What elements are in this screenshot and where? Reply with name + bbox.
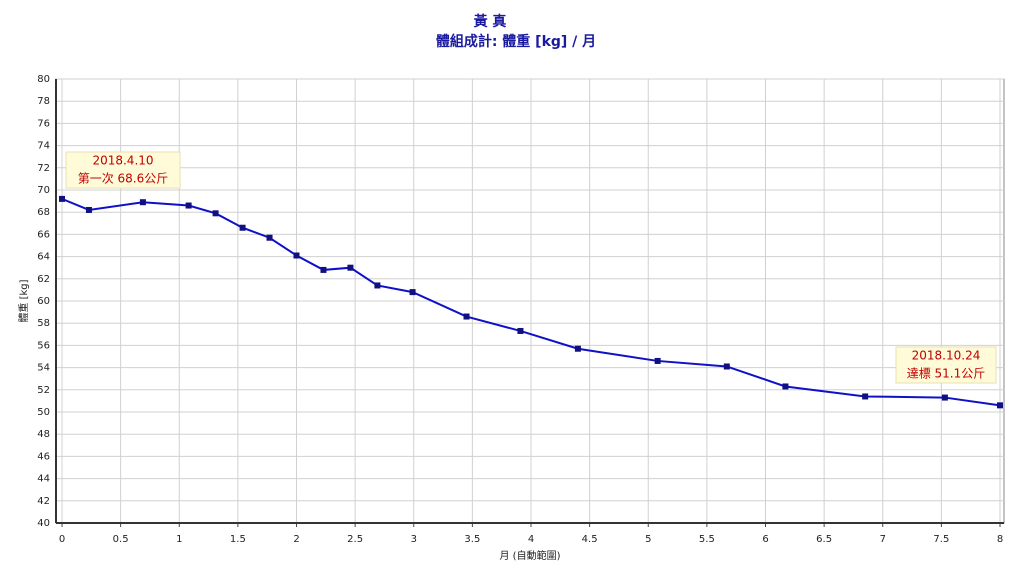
marker (185, 202, 192, 209)
y-tick-label: 74 (37, 141, 50, 152)
marker (941, 394, 948, 401)
marker (654, 357, 661, 364)
x-tick-label: 5.5 (699, 534, 715, 545)
y-tick-label: 54 (37, 363, 50, 374)
y-tick-label: 42 (37, 496, 50, 507)
marker (517, 327, 524, 334)
annotation-box (895, 346, 997, 384)
x-axis-label: 月 (自動範圍) (500, 549, 561, 562)
x-tick-label: 6.5 (816, 534, 832, 545)
x-tick-label: 3.5 (464, 534, 480, 545)
y-tick-label: 46 (37, 451, 50, 462)
x-tick-label: 0 (59, 534, 65, 545)
y-tick-label: 60 (37, 296, 50, 307)
y-tick-label: 66 (37, 229, 50, 240)
x-tick-label: 7.5 (933, 534, 949, 545)
y-tick-label: 50 (37, 407, 50, 418)
x-tick-label: 4 (528, 534, 534, 545)
x-tick-label: 4.5 (582, 534, 598, 545)
y-tick-label: 48 (37, 429, 50, 440)
y-tick-label: 40 (37, 518, 50, 529)
marker (59, 195, 65, 202)
marker (782, 383, 789, 390)
y-axis-label: 體重 [kg] (17, 279, 30, 322)
y-tick-label: 62 (37, 274, 50, 285)
y-tick-label: 72 (37, 163, 50, 174)
x-tick-label: 2 (293, 534, 299, 545)
marker (239, 224, 246, 231)
y-tick-label: 52 (37, 385, 50, 396)
x-tick-label: 7 (880, 534, 886, 545)
marker (574, 345, 581, 352)
y-tick-label: 76 (37, 118, 50, 129)
annotation-text: 第一次 68.6公斤 (78, 172, 169, 186)
y-tick-label: 80 (37, 74, 50, 85)
annotation-box (65, 151, 181, 189)
y-tick-label: 56 (37, 340, 50, 351)
marker (409, 289, 416, 296)
y-tick-label: 70 (37, 185, 50, 196)
marker (723, 363, 730, 370)
x-tick-label: 6 (762, 534, 768, 545)
x-tick-label: 5 (645, 534, 651, 545)
y-tick-label: 78 (37, 96, 50, 107)
marker (862, 393, 869, 400)
marker (212, 210, 219, 217)
marker (463, 313, 470, 320)
marker (85, 206, 92, 213)
x-tick-label: 0.5 (113, 534, 129, 545)
x-tick-label: 3 (411, 534, 417, 545)
annotation-text: 2018.10.24 (912, 349, 981, 363)
y-tick-label: 58 (37, 318, 50, 329)
chart-subtitle: 體組成計: 體重 [kg] / 月 (436, 33, 596, 50)
marker (293, 252, 300, 259)
annotation-text: 2018.4.10 (92, 154, 153, 168)
y-tick-label: 44 (37, 474, 50, 485)
x-tick-label: 2.5 (347, 534, 363, 545)
marker (374, 282, 381, 289)
y-tick-label: 64 (37, 252, 50, 263)
y-tick-label: 68 (37, 207, 50, 218)
marker (997, 402, 1003, 409)
marker (266, 234, 273, 241)
marker (139, 199, 146, 206)
marker (320, 266, 327, 273)
annotation-text: 達標 51.1公斤 (907, 367, 986, 381)
x-tick-label: 8 (997, 534, 1003, 545)
marker (347, 264, 354, 271)
chart-title: 黃 真 (473, 13, 507, 30)
x-tick-label: 1 (176, 534, 182, 545)
x-tick-label: 1.5 (230, 534, 246, 545)
